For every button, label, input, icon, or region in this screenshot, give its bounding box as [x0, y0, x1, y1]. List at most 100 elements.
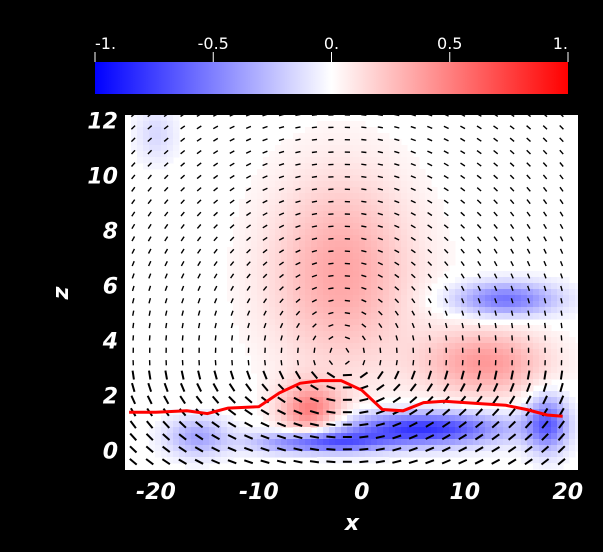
heatmap-cell: [329, 337, 336, 344]
heatmap-cell: [353, 319, 360, 326]
vector-arrow: [132, 322, 135, 329]
heatmap-cell: [401, 193, 408, 200]
heatmap-cell: [299, 175, 306, 182]
vector-arrow: [425, 408, 434, 416]
vector-arrow: [493, 137, 499, 142]
heatmap-cell: [371, 145, 378, 152]
heatmap-cell: [455, 451, 462, 458]
heatmap-cell: [515, 379, 522, 386]
heatmap-cell: [287, 145, 294, 152]
vector-arrow: [427, 273, 432, 279]
heatmap-cell: [353, 451, 360, 458]
heatmap-cell: [215, 445, 222, 452]
vector-arrow: [558, 420, 566, 429]
heatmap-cell: [257, 397, 264, 404]
vector-arrow: [477, 115, 482, 117]
vector-arrow: [476, 137, 482, 142]
heatmap-cell: [431, 187, 438, 194]
heatmap-cell: [383, 241, 390, 248]
heatmap-cell: [551, 433, 558, 440]
heatmap-cell: [539, 289, 546, 296]
heatmap-cell: [431, 421, 438, 428]
heatmap-cell: [437, 211, 444, 218]
heatmap-cell: [539, 367, 546, 374]
vector-arrow: [328, 237, 334, 240]
vector-arrow: [213, 298, 218, 304]
heatmap-cell: [167, 445, 174, 452]
vector-arrow: [526, 211, 531, 217]
heatmap-cell: [329, 319, 336, 326]
heatmap-cell: [347, 157, 354, 164]
heatmap-cell: [155, 433, 162, 440]
heatmap-cell: [287, 235, 294, 242]
heatmap-cell: [395, 229, 402, 236]
vector-arrow: [309, 422, 320, 427]
heatmap-cell: [539, 397, 546, 404]
heatmap-cell: [551, 445, 558, 452]
heatmap-cell: [527, 415, 534, 422]
colorbar-tick-label: -1.: [95, 34, 116, 53]
heatmap-cell: [305, 175, 312, 182]
vector-arrow: [213, 162, 219, 167]
heatmap-cell: [269, 223, 276, 230]
heatmap-cell: [359, 337, 366, 344]
heatmap-cell: [563, 391, 570, 398]
heatmap-cell: [383, 313, 390, 320]
heatmap-cell: [377, 331, 384, 338]
heatmap-cell: [293, 439, 300, 446]
heatmap-cell: [269, 229, 276, 236]
heatmap-cell: [377, 283, 384, 290]
vector-arrow: [376, 383, 385, 391]
vector-arrow: [165, 322, 168, 329]
heatmap-cell: [395, 247, 402, 254]
heatmap-cell: [269, 205, 276, 212]
heatmap-cell: [413, 199, 420, 206]
heatmap-cell: [245, 439, 252, 446]
heatmap-cell: [335, 409, 342, 416]
heatmap-cell: [233, 445, 240, 452]
vector-arrow: [443, 125, 449, 130]
heatmap-cell: [245, 331, 252, 338]
vector-arrow: [460, 370, 465, 380]
heatmap-cell: [503, 415, 510, 422]
heatmap-cell: [269, 241, 276, 248]
heatmap-cell: [251, 205, 258, 212]
heatmap-cell: [299, 253, 306, 260]
heatmap-cell: [263, 265, 270, 272]
heatmap-cell: [239, 253, 246, 260]
heatmap-cell: [503, 367, 510, 374]
heatmap-cell: [233, 283, 240, 290]
heatmap-cell: [371, 259, 378, 266]
heatmap-cell: [341, 457, 348, 464]
heatmap-cell: [287, 271, 294, 278]
heatmap-cell: [383, 295, 390, 302]
heatmap-cell: [491, 433, 498, 440]
vector-arrow: [526, 137, 531, 143]
heatmap-cell: [539, 349, 546, 356]
heatmap-cell: [395, 175, 402, 182]
vector-arrow: [526, 370, 531, 380]
heatmap-cell: [347, 457, 354, 464]
heatmap-cell: [563, 427, 570, 434]
vector-arrow: [493, 223, 498, 229]
heatmap-cell: [383, 139, 390, 146]
heatmap-cell: [395, 145, 402, 152]
heatmap-cell: [413, 265, 420, 272]
heatmap-cell: [269, 259, 276, 266]
heatmap-cell: [317, 121, 324, 128]
heatmap-cell: [305, 391, 312, 398]
heatmap-cell: [449, 445, 456, 452]
heatmap-cell: [365, 265, 372, 272]
heatmap-cell: [323, 283, 330, 290]
heatmap-cell: [389, 235, 396, 242]
heatmap-cell: [551, 283, 558, 290]
heatmap-cell: [467, 379, 474, 386]
vector-arrow: [375, 409, 385, 415]
heatmap-cell: [317, 301, 324, 308]
heatmap-cell: [407, 439, 414, 446]
heatmap-cell: [305, 235, 312, 242]
vector-arrow: [394, 249, 400, 254]
heatmap-cell: [251, 361, 258, 368]
heatmap-cell: [131, 121, 138, 128]
heatmap-cell: [305, 403, 312, 410]
